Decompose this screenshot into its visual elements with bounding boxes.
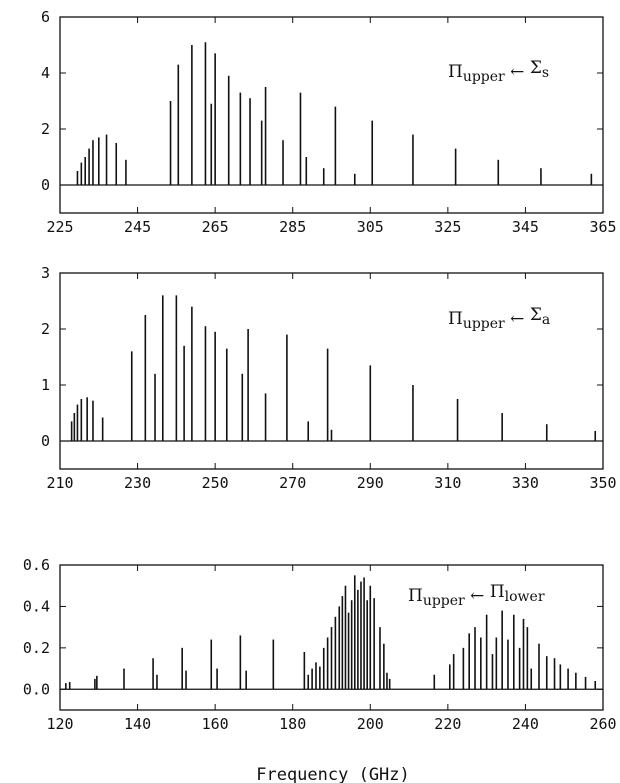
y-tick-label: 0 bbox=[41, 176, 50, 194]
x-tick-label: 330 bbox=[512, 474, 539, 492]
x-tick-label: 220 bbox=[434, 715, 461, 733]
y-tick-label: 2 bbox=[41, 320, 50, 338]
x-tick-label: 345 bbox=[512, 218, 539, 236]
x-tick-label: 250 bbox=[202, 474, 229, 492]
y-tick-label: 3 bbox=[41, 264, 50, 282]
x-tick-label: 160 bbox=[202, 715, 229, 733]
y-tick-label: 1 bbox=[41, 376, 50, 394]
plot-frame bbox=[59, 16, 604, 214]
x-tick-label: 270 bbox=[279, 474, 306, 492]
plot-frame bbox=[59, 564, 604, 711]
x-tick-label: 350 bbox=[589, 474, 616, 492]
x-tick-label: 285 bbox=[279, 218, 306, 236]
x-tick-label: 240 bbox=[512, 715, 539, 733]
y-tick-label: 0.4 bbox=[23, 597, 50, 615]
x-tick-label: 290 bbox=[357, 474, 384, 492]
x-tick-label: 225 bbox=[46, 218, 73, 236]
x-tick-label: 210 bbox=[46, 474, 73, 492]
x-tick-label: 245 bbox=[124, 218, 151, 236]
x-tick-label: 325 bbox=[434, 218, 461, 236]
panel-sigma-s: 225 245 265 285 305 325 345 365 0 2 4 6 Πupper ← Σs bbox=[41, 8, 617, 236]
x-tick-label: 265 bbox=[202, 218, 229, 236]
y-tick-label: 4 bbox=[41, 64, 50, 82]
x-tick-label: 305 bbox=[357, 218, 384, 236]
x-tick-label: 260 bbox=[589, 715, 616, 733]
y-tick-label: 0.0 bbox=[23, 680, 50, 698]
transition-label: Πupper ← Πlower bbox=[408, 582, 545, 609]
plot-frame bbox=[59, 272, 604, 470]
y-tick-label: 6 bbox=[41, 8, 50, 26]
transition-label: Πupper ← Σa bbox=[448, 305, 550, 332]
panel-pi-lower: 120 140 160 180 200 220 240 260 0.0 0.2 0.4 0.6 Πupp… bbox=[23, 556, 617, 733]
x-tick-label: 180 bbox=[279, 715, 306, 733]
x-tick-label: 120 bbox=[46, 715, 73, 733]
transition-label: Πupper ← Σs bbox=[448, 58, 549, 85]
y-tick-label: 0 bbox=[41, 432, 50, 450]
x-tick-label: 310 bbox=[434, 474, 461, 492]
x-axis-label: Frequency (GHz) bbox=[256, 765, 410, 783]
x-tick-label: 140 bbox=[124, 715, 151, 733]
panel-sigma-a: 210 230 250 270 290 310 330 350 0 1 2 3 Πupper ← Σa bbox=[41, 264, 617, 492]
y-tick-label: 0.2 bbox=[23, 639, 50, 657]
x-tick-label: 230 bbox=[124, 474, 151, 492]
x-tick-label: 365 bbox=[589, 218, 616, 236]
y-tick-label: 2 bbox=[41, 120, 50, 138]
y-tick-label: 0.6 bbox=[23, 556, 50, 574]
x-tick-label: 200 bbox=[357, 715, 384, 733]
